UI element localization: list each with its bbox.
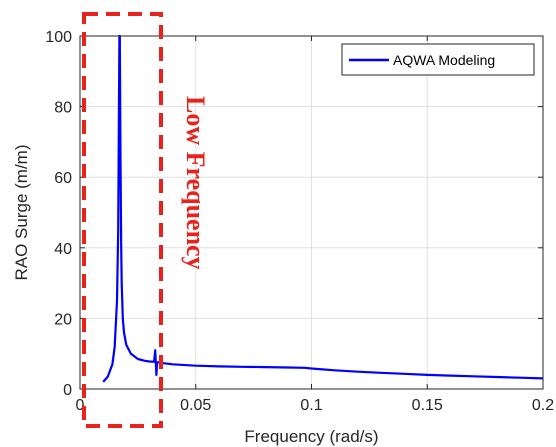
- y-tick-label: 40: [54, 241, 72, 258]
- legend: AQWA Modeling: [341, 43, 535, 76]
- low-frequency-box: [82, 12, 163, 428]
- y-tick-label: 60: [54, 170, 72, 187]
- ticks: 0 0.05 0.1 0.15 0.2 0 20 40 60 80 100: [45, 29, 554, 414]
- x-tick-label: 0.2: [532, 397, 554, 414]
- x-tick-label: 0: [76, 397, 85, 414]
- y-tick-label: 0: [63, 382, 72, 399]
- x-tick-label: 0.1: [300, 397, 322, 414]
- x-tick-label: 0.15: [412, 397, 443, 414]
- y-tick-label: 20: [54, 311, 72, 328]
- legend-label: AQWA Modeling: [393, 52, 495, 68]
- x-axis-label: Frequency (rad/s): [244, 427, 378, 446]
- x-tick-label: 0.05: [180, 397, 211, 414]
- y-axis-label: RAO Surge (m/m): [12, 144, 31, 280]
- y-tick-label: 100: [45, 29, 72, 46]
- low-frequency-label: Low Frequency: [181, 96, 210, 270]
- low-frequency-annotation: Low Frequency: [82, 12, 210, 428]
- y-tick-label: 80: [54, 100, 72, 117]
- series-line-aqwa-modeling: [102, 34, 544, 383]
- grid: [79, 35, 544, 390]
- series-layer: [102, 34, 544, 383]
